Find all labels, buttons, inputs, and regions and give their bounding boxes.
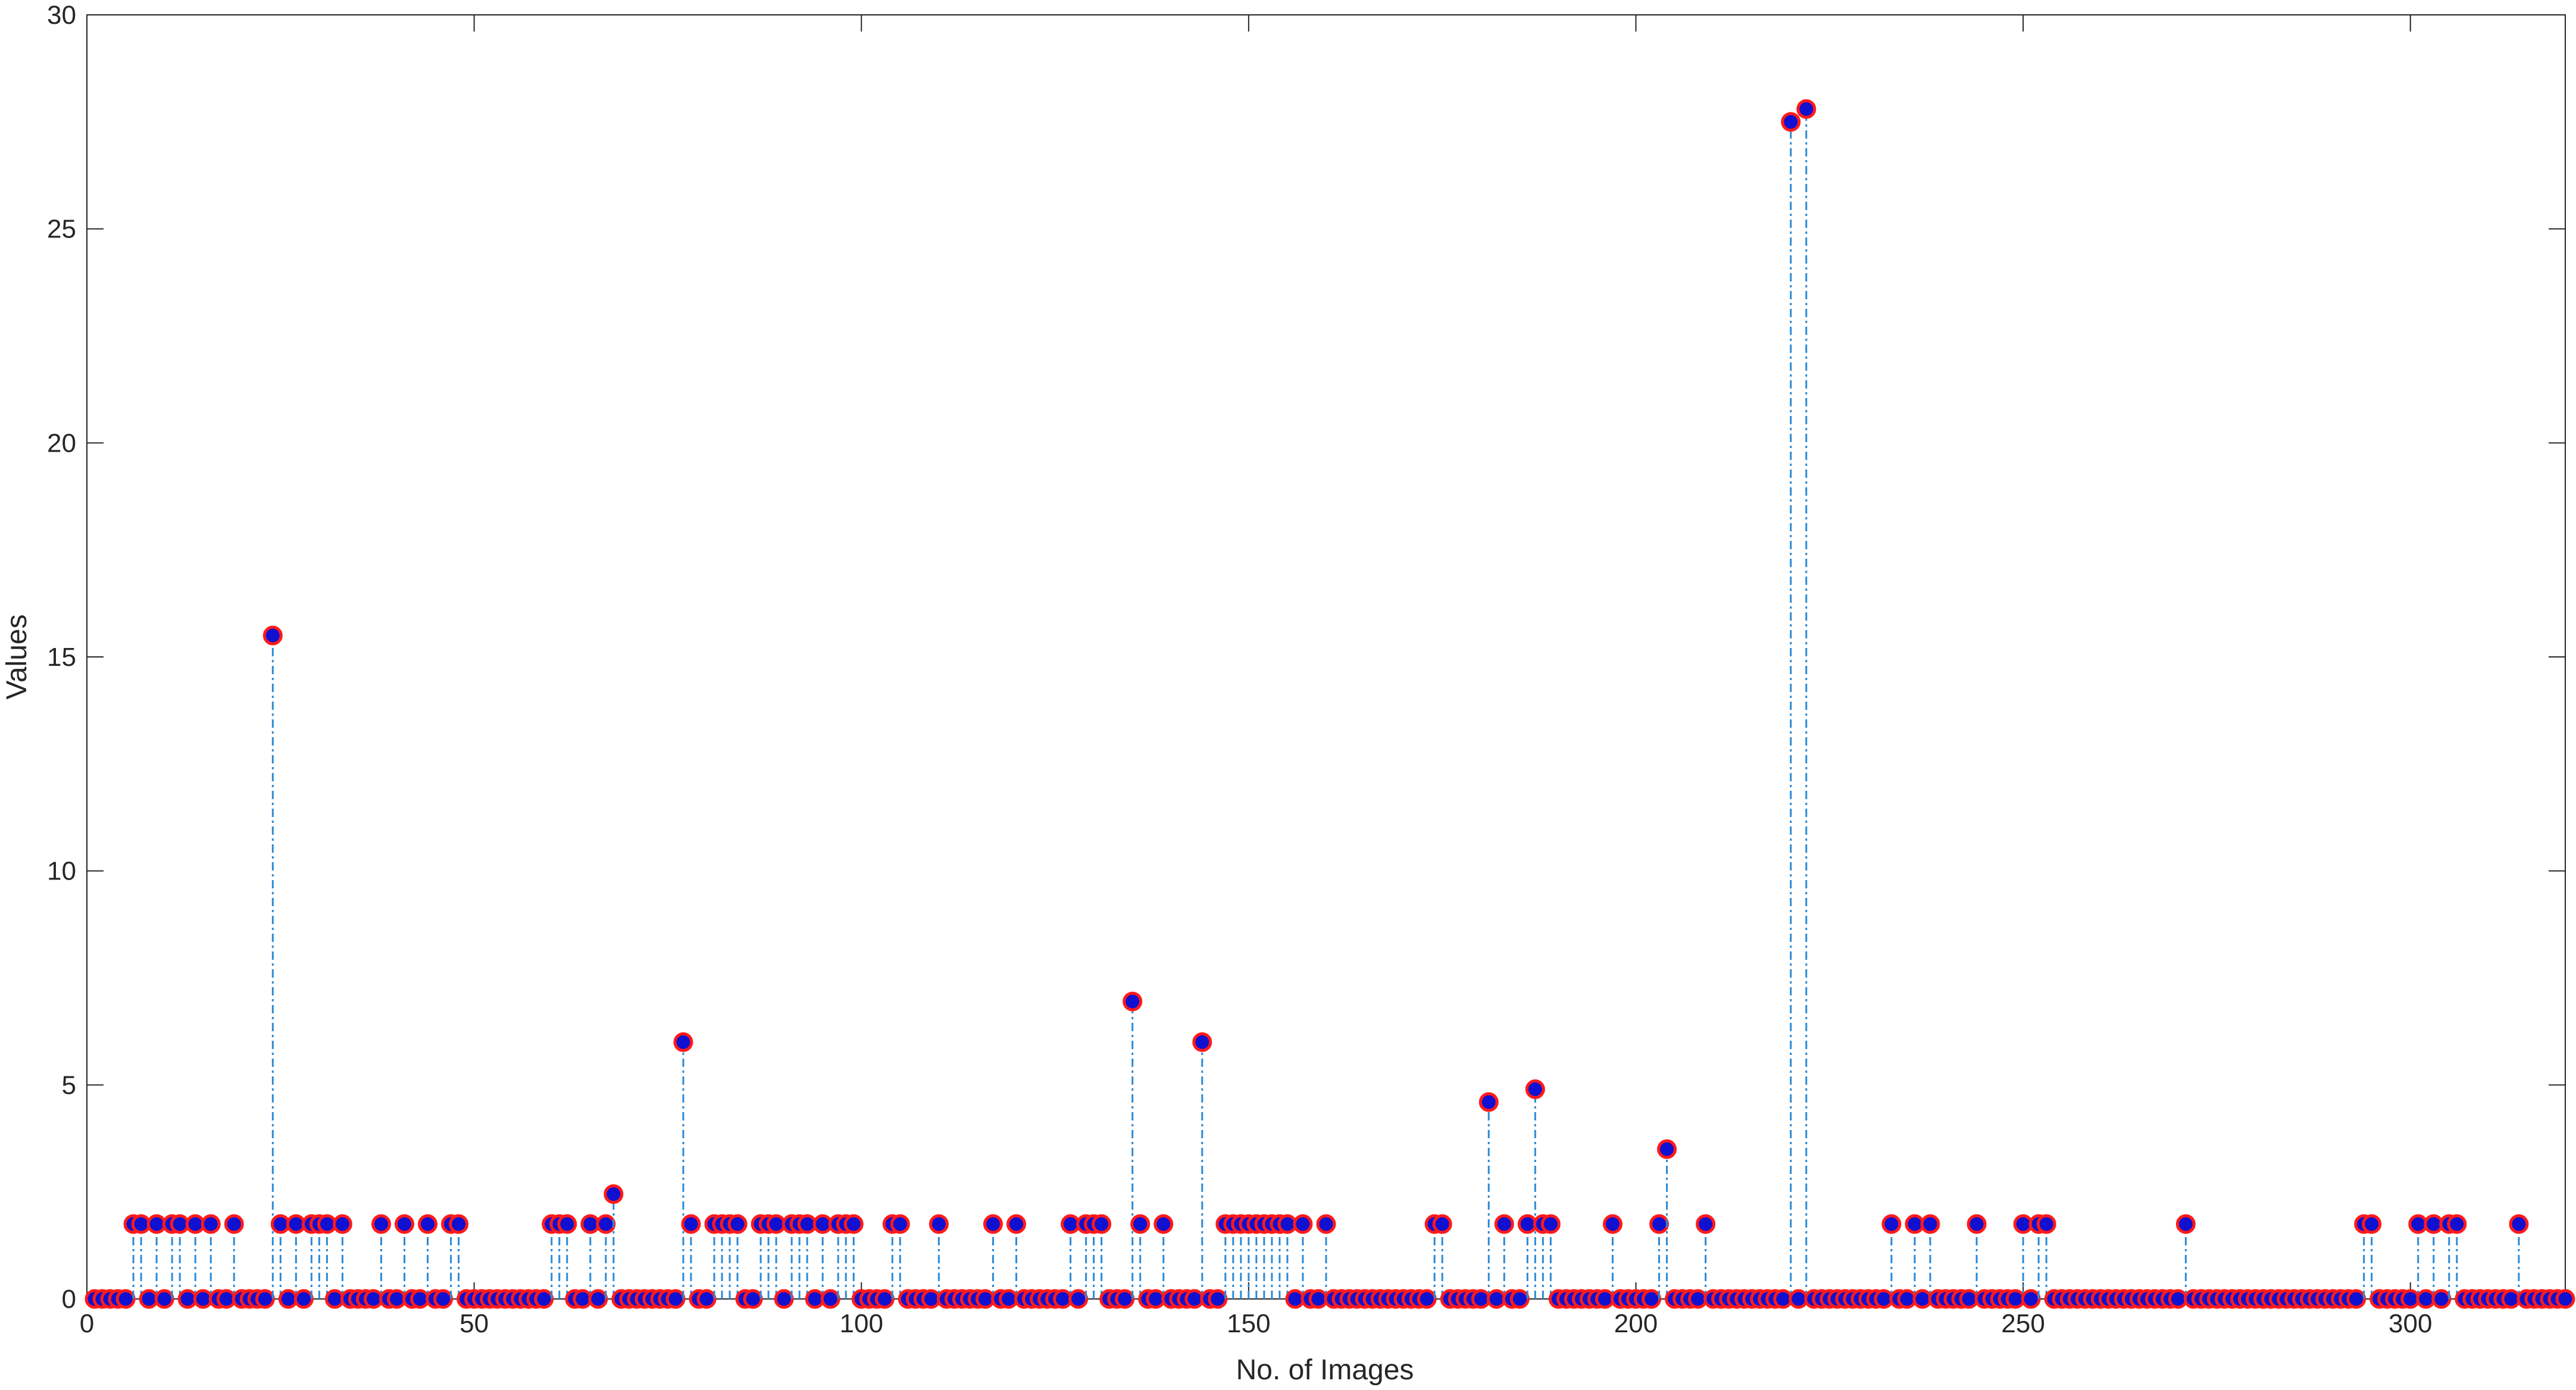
stem-marker xyxy=(534,1289,554,1309)
stem-marker xyxy=(1649,1214,1670,1234)
x-tick-label: 300 xyxy=(2389,1309,2432,1338)
stem-marker xyxy=(2362,1214,2382,1234)
stem-marker xyxy=(293,1289,314,1309)
stem-marker xyxy=(1478,1092,1499,1112)
stem-marker xyxy=(2036,1214,2056,1234)
stem-marker xyxy=(1130,1214,1151,1234)
y-tick-label: 15 xyxy=(47,643,76,672)
stem-marker xyxy=(1881,1214,1902,1234)
x-axis-label: No. of Images xyxy=(1236,1354,1414,1386)
stem-marker xyxy=(1192,1032,1212,1052)
x-tick-label: 200 xyxy=(1614,1309,1658,1338)
stem-marker xyxy=(201,1214,221,1234)
stem-marker xyxy=(2431,1289,2452,1309)
stem-marker xyxy=(449,1214,469,1234)
stem-marker xyxy=(395,1214,415,1234)
stem-marker xyxy=(2555,1289,2575,1309)
x-tick-label: 0 xyxy=(80,1309,94,1338)
stem-marker xyxy=(673,1032,693,1052)
stem-marker xyxy=(262,625,283,646)
stem-marker xyxy=(371,1214,391,1234)
stem-marker xyxy=(224,1214,244,1234)
stem-marker xyxy=(1509,1289,1530,1309)
stem-marker xyxy=(2175,1214,2196,1234)
stem-marker xyxy=(665,1289,686,1309)
y-tick-label: 25 xyxy=(47,215,76,244)
stem-marker xyxy=(843,1214,864,1234)
stem-marker xyxy=(681,1214,701,1234)
stem-marker xyxy=(774,1289,794,1309)
stem-marker xyxy=(983,1214,1003,1234)
stem-marker xyxy=(154,1289,174,1309)
y-axis-label: Values xyxy=(1,614,33,699)
stem-marker xyxy=(1696,1214,1716,1234)
stem-marker xyxy=(1006,1214,1026,1234)
y-tick-label: 20 xyxy=(47,428,76,458)
stem-marker xyxy=(596,1214,616,1234)
stem-marker xyxy=(115,1289,136,1309)
stem-marker xyxy=(433,1289,454,1309)
stem-marker xyxy=(1781,112,1801,132)
stem-marker xyxy=(1068,1289,1089,1309)
stem-marker xyxy=(588,1289,608,1309)
stem-marker xyxy=(1432,1214,1452,1234)
stem-marker xyxy=(1417,1289,1437,1309)
y-tick-label: 10 xyxy=(47,857,76,886)
stem-marker xyxy=(1657,1139,1677,1159)
stem-marker xyxy=(1293,1214,1313,1234)
plot-frame xyxy=(86,14,2566,1300)
stem-marker xyxy=(332,1214,352,1234)
stem-marker xyxy=(604,1184,624,1204)
stem-marker xyxy=(890,1214,910,1234)
stem-marker xyxy=(1796,99,1817,119)
x-tick-label: 250 xyxy=(2001,1309,2044,1338)
stem-marker xyxy=(2509,1214,2529,1234)
stem-marker xyxy=(1642,1289,1662,1309)
stem-marker xyxy=(1494,1214,1514,1234)
stem-marker xyxy=(1115,1289,1135,1309)
stem-marker xyxy=(2346,1289,2366,1309)
stem-marker xyxy=(696,1289,717,1309)
stem-marker xyxy=(2447,1214,2467,1234)
stem-marker xyxy=(820,1289,840,1309)
stem-marker xyxy=(929,1214,949,1234)
stem-marker xyxy=(557,1214,577,1234)
x-tick-label: 100 xyxy=(840,1309,883,1338)
stem-marker xyxy=(1316,1214,1336,1234)
stem-marker xyxy=(1153,1214,1174,1234)
stem-marker xyxy=(874,1289,895,1309)
stem-marker xyxy=(1602,1214,1622,1234)
stem-marker xyxy=(1540,1214,1561,1234)
stem-marker xyxy=(743,1289,763,1309)
stem-marker xyxy=(1920,1214,1940,1234)
y-tick-label: 30 xyxy=(47,1,76,30)
stem-marker xyxy=(2021,1289,2041,1309)
stem-marker xyxy=(1092,1214,1112,1234)
stem-marker xyxy=(255,1289,275,1309)
stem-marker xyxy=(1123,991,1143,1012)
stem-marker xyxy=(418,1214,438,1234)
stem-marker xyxy=(727,1214,748,1234)
x-tick-label: 150 xyxy=(1227,1309,1270,1338)
stem-marker xyxy=(1967,1214,1987,1234)
stem-marker xyxy=(1208,1289,1228,1309)
y-tick-label: 5 xyxy=(62,1070,76,1100)
stem-marker xyxy=(1525,1079,1545,1100)
y-tick-label: 0 xyxy=(62,1285,76,1314)
x-tick-label: 50 xyxy=(459,1309,489,1338)
